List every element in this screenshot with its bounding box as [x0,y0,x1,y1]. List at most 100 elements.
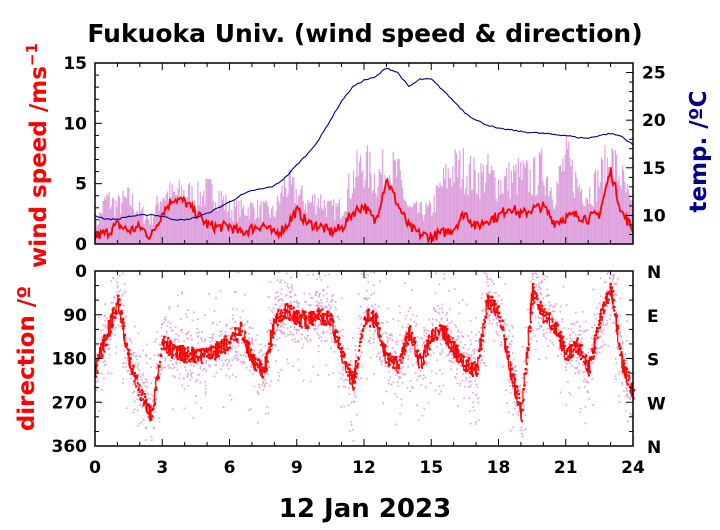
instant-direction-point [231,374,234,376]
mean-direction-point [242,338,245,342]
mean-direction-point [339,343,342,346]
instant-direction-point [355,355,358,358]
mean-direction-point [472,374,474,377]
mean-direction-point [203,352,206,355]
instant-direction-point [448,322,451,324]
instant-direction-point [521,346,524,348]
instant-direction-point [450,368,452,370]
instant-direction-point [557,355,559,357]
instant-direction-point [622,340,624,343]
instant-direction-point [244,329,246,331]
mean-direction-point [407,338,410,341]
mean-direction-point [521,408,524,412]
instant-direction-point [317,304,320,306]
instant-direction-point [158,355,161,357]
mean-direction-point [312,311,315,314]
mean-direction-point [497,315,500,318]
instant-direction-point [542,329,545,331]
instant-direction-point [334,306,337,308]
instant-direction-point [116,281,118,283]
mean-direction-point [406,335,409,338]
mean-direction-point [156,378,159,381]
instant-direction-point [123,350,126,352]
instant-direction-point [267,296,270,298]
instant-direction-point [551,341,554,344]
instant-direction-point [578,363,581,365]
instant-direction-point [95,380,97,383]
instant-direction-point [353,393,356,396]
mean-direction-point [485,315,488,318]
instant-direction-point [585,320,587,323]
mean-direction-point [115,311,118,314]
instant-direction-point [315,294,317,296]
mean-direction-point [329,323,332,326]
instant-direction-point [427,402,430,404]
instant-direction-point [600,295,602,298]
instant-direction-point [419,369,422,372]
instant-direction-point [388,371,391,373]
instant-direction-point [395,374,397,376]
instant-direction-point [508,329,510,332]
instant-direction-point [447,354,450,356]
instant-direction-point [495,291,497,294]
instant-direction-point [337,315,339,318]
instant-direction-point [424,376,426,379]
mean-direction-point [354,375,357,378]
instant-direction-point [314,292,317,295]
instant-direction-point [110,338,112,341]
mean-direction-point [174,345,177,348]
instant-direction-point [334,325,336,328]
instant-direction-point [619,324,622,327]
instant-direction-point [531,272,534,275]
instant-direction-point [539,292,542,294]
instant-direction-point [436,359,438,361]
mean-direction-point [456,344,459,348]
mean-direction-point [229,346,232,349]
mean-direction-point [286,310,289,314]
instant-direction-point [435,309,437,312]
instant-direction-point [404,373,407,375]
instant-direction-point [294,294,297,297]
instant-direction-point [281,322,283,325]
instant-direction-point [624,353,627,356]
mean-direction-point [513,373,515,376]
instant-direction-point [225,374,228,377]
instant-direction-point [422,374,425,376]
instant-direction-point [450,332,452,334]
instant-direction-point [428,318,430,321]
instant-direction-point [360,351,363,354]
instant-direction-point [290,311,292,313]
instant-direction-point [386,336,388,339]
instant-direction-point [242,329,244,332]
instant-direction-point [336,316,339,319]
instant-direction-point [327,285,329,288]
instant-direction-point [337,386,340,388]
instant-direction-point [108,338,110,340]
instant-direction-point [314,293,317,295]
mean-direction-point [481,339,484,342]
instant-direction-point [287,334,289,336]
mean-direction-point [602,311,605,314]
instant-direction-point [524,414,526,416]
instant-direction-point [145,355,147,357]
instant-direction-point [342,365,345,368]
instant-direction-point [394,350,396,353]
mean-direction-point [348,363,351,366]
mean-direction-point [125,345,128,349]
instant-direction-point [602,324,605,327]
instant-direction-point [244,351,246,354]
mean-direction-point [314,319,317,322]
instant-direction-point [406,338,408,340]
instant-direction-point [526,381,529,384]
mean-direction-point [494,313,497,316]
instant-direction-point [421,415,424,417]
instant-direction-point [311,297,313,299]
mean-direction-point [628,374,630,377]
mean-direction-point [196,349,199,352]
instant-direction-point [570,365,573,367]
mean-direction-point [592,351,594,355]
instant-direction-point [103,324,105,327]
instant-direction-point [282,322,285,325]
instant-direction-point [441,348,444,351]
mean-direction-point [599,322,602,325]
